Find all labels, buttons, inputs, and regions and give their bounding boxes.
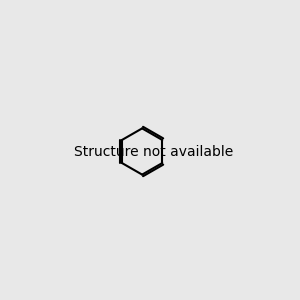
Text: Structure not available: Structure not available: [74, 145, 233, 158]
